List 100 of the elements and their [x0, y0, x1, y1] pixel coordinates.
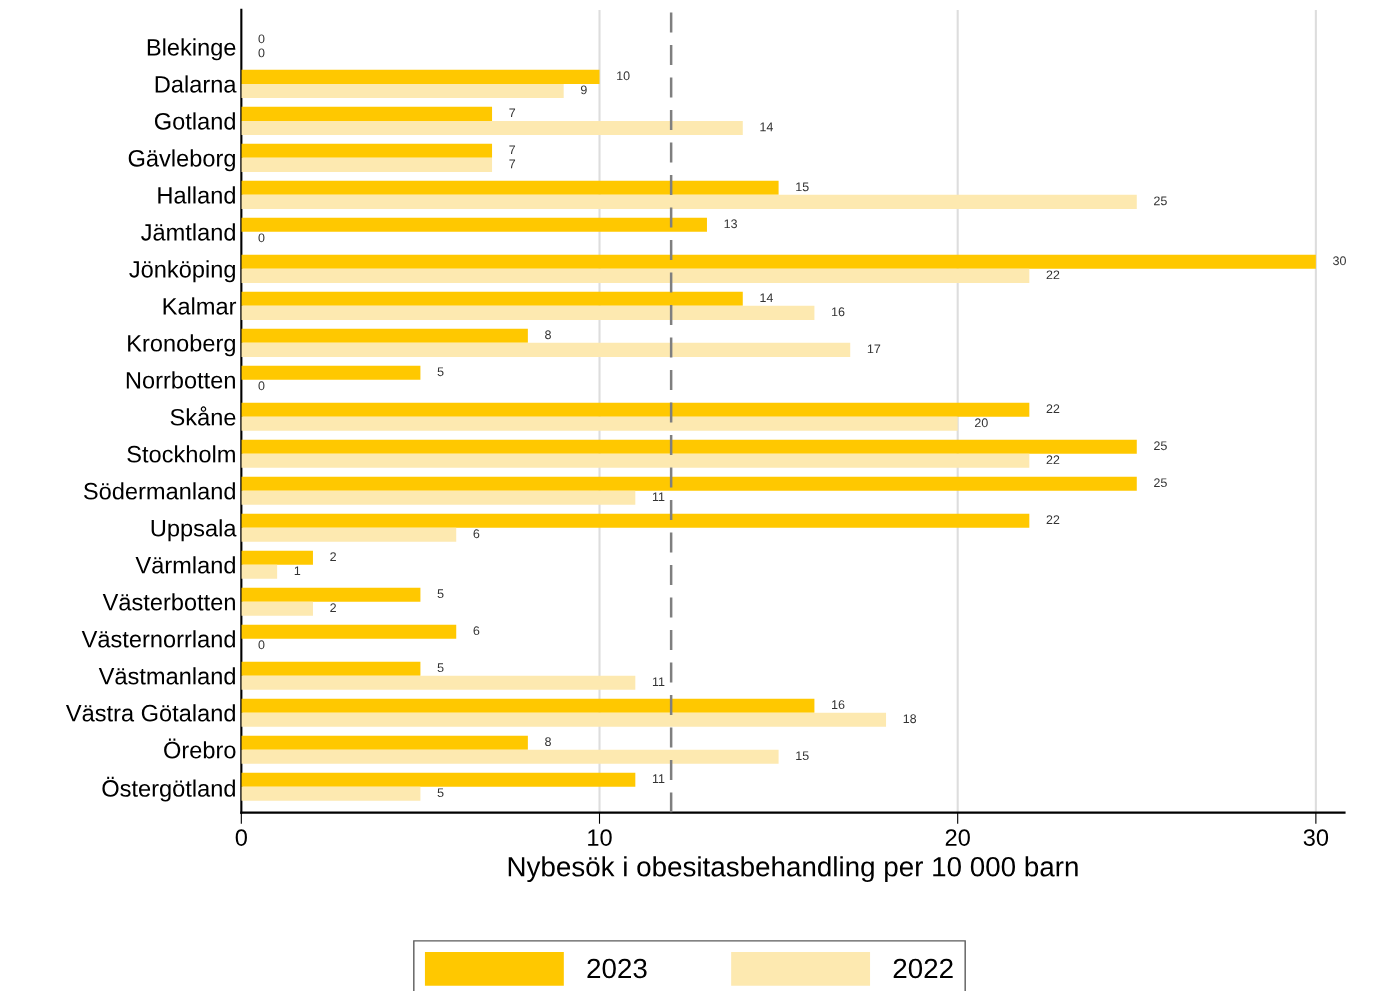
data-label: 22: [1046, 270, 1060, 280]
data-label: 1: [294, 566, 301, 576]
bar: [241, 624, 457, 639]
bar: [241, 453, 1030, 468]
bar: [241, 254, 1316, 269]
data-label: 5: [437, 589, 444, 599]
y-tick-label: Östergötland: [102, 776, 235, 802]
data-label: 17: [867, 344, 881, 354]
bar: [241, 476, 1137, 491]
bar: [241, 157, 493, 172]
bar: [241, 194, 1137, 209]
data-label: 16: [832, 700, 845, 710]
data-label: 11: [652, 774, 665, 783]
data-label: 13: [724, 219, 737, 229]
bar: [241, 328, 528, 343]
y-tick-label: Halland: [158, 186, 235, 204]
bar: [241, 749, 779, 764]
data-label: 6: [473, 529, 480, 539]
data-label: 14: [760, 122, 773, 132]
legend-label: 2022: [893, 958, 953, 979]
bar: [241, 305, 815, 320]
data-label: 5: [437, 663, 444, 673]
y-tick-label: Dalarna: [155, 75, 237, 93]
data-label: 8: [545, 330, 551, 340]
x-axis-title: Nybesök i obesitasbehandling per 10 000 barn: [508, 856, 1078, 883]
bar: [241, 772, 636, 787]
y-tick-label: Västernorrland: [81, 630, 235, 648]
x-tick-label: 0: [235, 829, 247, 846]
bar: [241, 587, 421, 602]
y-tick-label: Jämtland: [141, 223, 235, 241]
bar: [241, 527, 457, 542]
y-tick-label: Uppsala: [151, 519, 237, 542]
data-label: 0: [258, 34, 265, 44]
bar: [241, 513, 1030, 528]
data-label: 11: [652, 677, 665, 687]
y-tick-label: Jönköping: [129, 260, 235, 283]
bar: [241, 490, 636, 505]
bar: [241, 217, 707, 232]
data-label: 25: [1154, 478, 1167, 488]
y-tick-label: Kronoberg: [128, 334, 235, 357]
data-label: 22: [1046, 515, 1060, 524]
data-label: 7: [509, 145, 516, 155]
bar: [241, 365, 421, 380]
bar: [241, 402, 1030, 417]
data-label: 0: [258, 381, 265, 391]
data-label: 22: [1046, 404, 1060, 414]
bar: [241, 675, 636, 690]
bar: [241, 83, 564, 98]
x-tick-label: 30: [1303, 829, 1329, 846]
x-tick-label: 20: [945, 829, 970, 846]
bar: [241, 439, 1137, 454]
bar: [241, 342, 851, 357]
y-tick-label: Gotland: [154, 112, 235, 130]
y-tick-label: Södermanland: [83, 482, 235, 500]
bar: [241, 106, 493, 121]
x-tick-label: 10: [588, 829, 612, 846]
y-tick-label: Västmanland: [98, 667, 235, 685]
y-tick-label: Kalmar: [163, 297, 237, 315]
data-label: 0: [258, 233, 265, 243]
data-label: 7: [509, 159, 516, 169]
data-label: 15: [796, 751, 809, 761]
data-label: 5: [437, 788, 444, 798]
bar: [241, 601, 313, 616]
data-label: 30: [1333, 256, 1346, 266]
legend-label: 2023: [587, 958, 647, 979]
data-label: 5: [437, 367, 444, 377]
bar: [241, 712, 887, 727]
data-label: 9: [580, 85, 587, 95]
data-label: 2: [330, 552, 336, 561]
data-label: 15: [796, 182, 809, 192]
bar: [241, 786, 421, 801]
bar: [241, 698, 815, 713]
bar: [241, 416, 958, 431]
y-tick-label: Skåne: [170, 406, 236, 426]
y-tick-label: Värmland: [135, 556, 235, 574]
y-tick-label: Örebro: [164, 738, 236, 759]
bar: [241, 735, 528, 750]
y-tick-label: Gävleborg: [128, 149, 235, 172]
data-label: 7: [509, 108, 516, 118]
y-tick-label: Västra Götaland: [65, 704, 235, 722]
data-label: 2: [330, 603, 336, 613]
y-tick-label: Västerbotten: [102, 593, 235, 611]
data-label: 22: [1046, 455, 1060, 465]
data-label: 14: [760, 293, 773, 303]
data-label: 8: [545, 737, 551, 747]
data-label: 25: [1154, 441, 1167, 451]
bar: [241, 69, 600, 84]
y-tick-label: Norrbotten: [126, 371, 235, 389]
bar: [241, 291, 743, 306]
bar: [241, 120, 743, 135]
data-label: 18: [903, 714, 917, 724]
data-label: 0: [258, 48, 265, 58]
data-label: 25: [1154, 196, 1167, 206]
y-tick-label: Stockholm: [127, 445, 235, 463]
bar: [241, 268, 1030, 283]
bar: [241, 564, 278, 579]
bar: [241, 661, 421, 676]
bar: [241, 550, 313, 565]
data-label: 10: [617, 71, 630, 81]
bar: [241, 180, 779, 195]
